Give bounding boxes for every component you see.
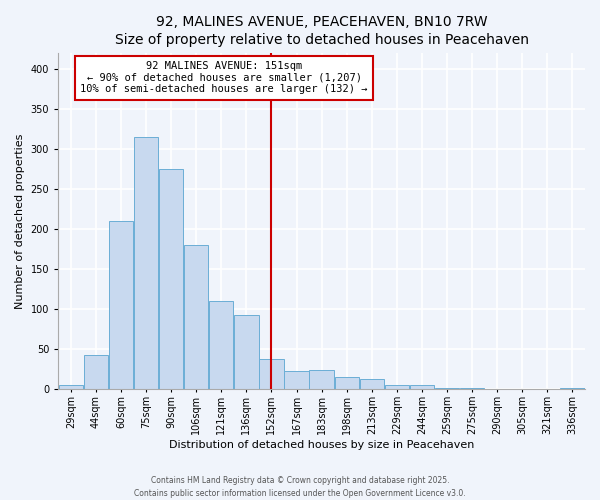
Bar — [159, 169, 183, 390]
Bar — [234, 315, 259, 390]
Bar — [284, 371, 308, 390]
Bar — [310, 370, 334, 390]
Bar — [560, 388, 584, 390]
Text: Contains HM Land Registry data © Crown copyright and database right 2025.
Contai: Contains HM Land Registry data © Crown c… — [134, 476, 466, 498]
Bar — [410, 386, 434, 390]
Bar — [359, 379, 384, 390]
Bar — [385, 386, 409, 390]
Bar — [184, 245, 208, 390]
Title: 92, MALINES AVENUE, PEACEHAVEN, BN10 7RW
Size of property relative to detached h: 92, MALINES AVENUE, PEACEHAVEN, BN10 7RW… — [115, 15, 529, 48]
Text: 92 MALINES AVENUE: 151sqm
← 90% of detached houses are smaller (1,207)
10% of se: 92 MALINES AVENUE: 151sqm ← 90% of detac… — [80, 61, 368, 94]
Bar — [134, 137, 158, 390]
Bar — [435, 388, 459, 390]
Y-axis label: Number of detached properties: Number of detached properties — [15, 134, 25, 308]
Bar — [335, 376, 359, 390]
Bar — [209, 301, 233, 390]
Bar — [109, 221, 133, 390]
Bar — [460, 388, 484, 390]
Bar — [59, 386, 83, 390]
Bar — [259, 359, 284, 390]
Bar — [83, 355, 108, 390]
Bar — [485, 388, 509, 390]
X-axis label: Distribution of detached houses by size in Peacehaven: Distribution of detached houses by size … — [169, 440, 474, 450]
